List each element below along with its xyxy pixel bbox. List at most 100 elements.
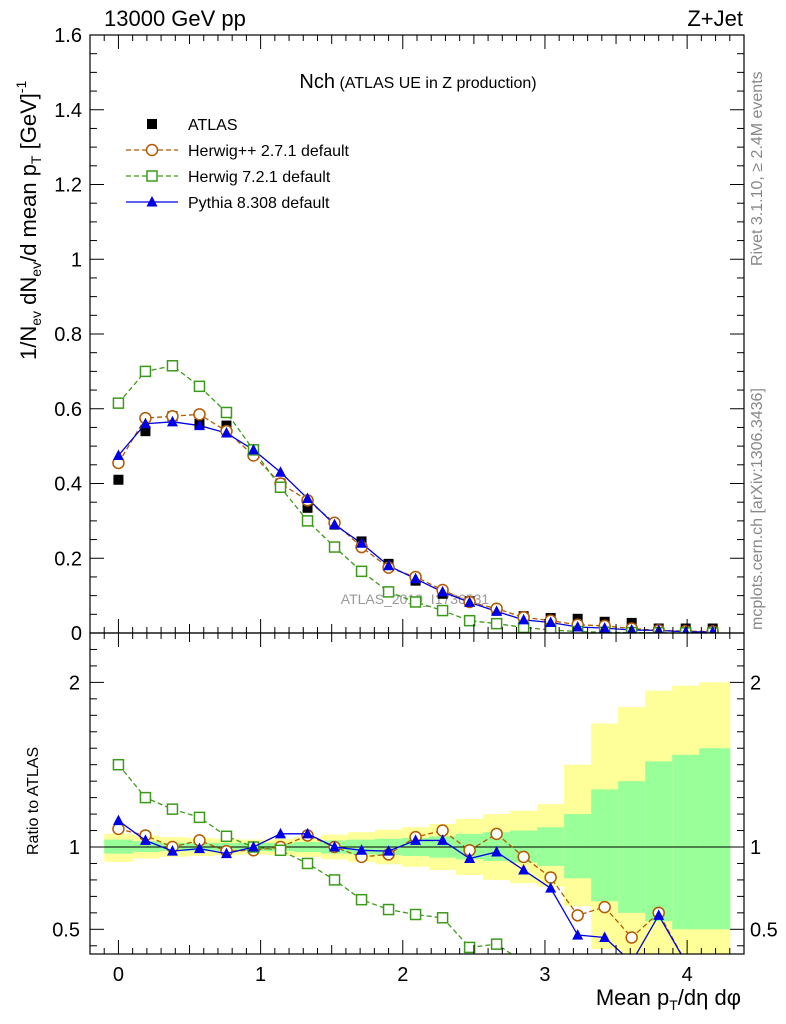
ratio-point — [355, 893, 368, 906]
ratio-point — [437, 834, 449, 845]
data-point — [490, 617, 503, 630]
data-point — [139, 417, 151, 429]
x-tick-label: 0 — [113, 964, 124, 986]
data-point — [572, 621, 584, 632]
ratio-point — [112, 758, 125, 771]
legend-marker — [145, 143, 159, 157]
data-point — [626, 624, 637, 633]
y-tick-label: 0.8 — [54, 324, 82, 346]
x-axis-label: Mean pT/dη dφ — [596, 985, 741, 1013]
legend-marker — [146, 170, 158, 182]
y-tick-label: 0.4 — [54, 474, 82, 496]
ratio-point — [572, 929, 584, 940]
y-axis-label-top: 1/Nev dNev/d mean pT [GeV]-1 — [13, 80, 44, 360]
data-point — [328, 541, 341, 553]
ratio-point — [139, 834, 151, 845]
data-point — [383, 559, 395, 571]
ratio-point — [193, 842, 205, 854]
legend-marker — [146, 196, 158, 207]
data-point — [436, 604, 449, 617]
ratio-point — [707, 956, 718, 967]
ratio-point — [166, 803, 179, 815]
ratio-point — [329, 841, 341, 852]
ratio-point — [490, 827, 503, 841]
chart-title-sub: (ATLAS UE in Z production) — [339, 75, 536, 92]
band-inner — [591, 789, 619, 902]
ratio-point — [274, 844, 287, 857]
ratio-point — [409, 908, 422, 921]
data-point — [112, 449, 124, 460]
data-point — [113, 474, 124, 485]
data-point — [382, 586, 395, 598]
data-point — [437, 585, 449, 597]
y-tick-label: 0.2 — [54, 548, 82, 570]
y-tick-label: 1 — [71, 249, 82, 271]
y-tick-label: 1.2 — [54, 175, 82, 197]
data-point — [248, 443, 259, 455]
ratio-y-tick-label: 0.5 — [52, 919, 80, 941]
legend-label: Pythia 8.308 default — [188, 195, 330, 212]
ratio-point — [518, 864, 530, 875]
chart-title: Nch (ATLAS UE in Z production) — [299, 71, 536, 93]
data-point — [220, 406, 233, 419]
data-point — [140, 426, 151, 437]
rivet-label: Rivet 3.1.10, ≥ 2.4M events — [749, 71, 766, 266]
ratio-point — [436, 824, 449, 837]
data-point — [220, 427, 232, 438]
ratio-y-tick-label: 2 — [69, 672, 80, 694]
ratio-point — [599, 931, 611, 943]
x-tick-label: 3 — [539, 964, 550, 986]
ratio-point — [491, 845, 503, 857]
data-point — [193, 408, 206, 421]
x-tick-label: 4 — [682, 964, 693, 986]
ratio-point — [625, 931, 638, 944]
ratio-point — [519, 957, 529, 967]
mcplots-label: mcplots.cern.ch [arXiv:1306.3436] — [749, 388, 766, 630]
y-tick-label: 0 — [71, 623, 82, 645]
data-point — [274, 481, 287, 493]
legend-label: Herwig 7.2.1 default — [188, 169, 331, 186]
band-inner — [645, 761, 673, 922]
ratio-point — [112, 814, 124, 826]
ratio-point — [383, 845, 395, 856]
data-point — [708, 625, 717, 633]
header-left-label: 13000 GeV pp — [104, 6, 246, 31]
ratio-point — [166, 845, 178, 856]
ratio-y-tick-label-right: 2 — [750, 672, 761, 694]
header-right-label: Z+Jet — [687, 6, 743, 31]
data-point — [329, 518, 341, 530]
band-inner — [672, 754, 700, 930]
data-point — [491, 605, 503, 616]
y-tick-label: 1.4 — [54, 100, 82, 122]
ratio-point — [544, 871, 557, 884]
legend-label: ATLAS — [188, 117, 238, 134]
data-point — [139, 365, 152, 378]
ratio-point — [220, 830, 233, 843]
ratio-point — [139, 791, 152, 804]
ratio-point — [193, 811, 206, 824]
ratio-point — [517, 850, 530, 864]
data-point — [275, 466, 287, 477]
ratio-point — [275, 827, 287, 839]
data-point — [301, 515, 314, 527]
ratio-point — [571, 909, 584, 922]
x-tick-label: 1 — [255, 964, 266, 986]
ratio-point — [356, 844, 368, 855]
data-point — [355, 565, 368, 578]
legend-marker — [147, 119, 157, 129]
y-tick-label: 1.6 — [54, 25, 82, 47]
ratio-point — [653, 909, 665, 920]
data-point — [166, 360, 179, 372]
y-tick-label: 0.6 — [54, 399, 82, 421]
data-point — [193, 380, 206, 393]
data-point — [166, 415, 178, 427]
x-tick-label: 2 — [397, 964, 408, 986]
ratio-point — [598, 900, 611, 914]
ratio-point — [248, 841, 259, 852]
data-point — [410, 572, 422, 584]
legend-label: Herwig++ 2.7.1 default — [188, 143, 350, 160]
y-axis-label-bottom: Ratio to ATLAS — [25, 747, 42, 855]
data-point — [545, 616, 557, 628]
data-point — [112, 397, 125, 409]
